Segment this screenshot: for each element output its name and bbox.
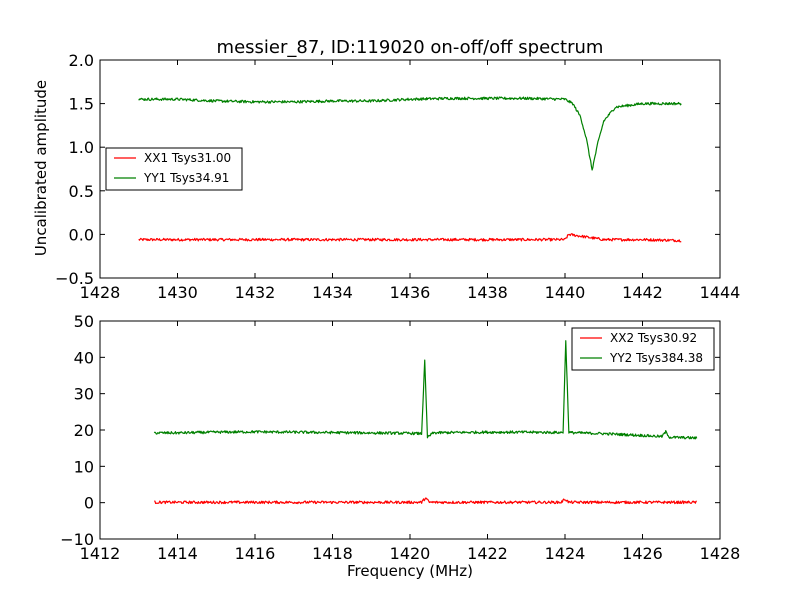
chart-1-xtick-label: 1426 <box>622 544 663 563</box>
chart-0-ytick-label: 1.0 <box>69 138 94 157</box>
chart-0-ytick-label: 1.5 <box>69 95 94 114</box>
chart-1-ytick-label: 30 <box>74 385 94 404</box>
chart-0-xtick-label: 1432 <box>235 283 276 302</box>
chart-1-legend: XX2 Tsys30.92 YY2 Tsys384.38 <box>571 327 715 371</box>
chart-1-ytick-label: 0 <box>84 494 94 513</box>
chart-0-xtick-label: 1428 <box>80 283 121 302</box>
chart-1-xtick-label: 1418 <box>312 544 353 563</box>
chart-0-xtick-label: 1430 <box>157 283 198 302</box>
chart-1-legend-box <box>571 327 715 371</box>
chart-1-series-group <box>153 340 698 505</box>
chart-1-xtick-label: 1422 <box>467 544 508 563</box>
chart-0-xtick-label: 1434 <box>312 283 353 302</box>
chart-1-ytick-label: 50 <box>74 312 94 331</box>
chart-0-legend-label-1: YY1 Tsys34.91 <box>143 171 229 185</box>
chart-0-ytick-label: 0.5 <box>69 182 94 201</box>
chart-0-xtick-label: 1440 <box>545 283 586 302</box>
chart-1-xtick-label: 1412 <box>80 544 121 563</box>
chart-0-xtick-label: 1444 <box>700 283 741 302</box>
chart-1-xtick-label: 1428 <box>700 544 741 563</box>
chart-1-xtick-label: 1424 <box>545 544 586 563</box>
chart-1-series-line-0 <box>154 497 697 505</box>
chart-0-series-line-1 <box>138 96 682 171</box>
chart-1-ytick-label: 40 <box>74 348 94 367</box>
chart-1-xtick-label: 1416 <box>235 544 276 563</box>
chart-0-legend-box <box>105 147 243 191</box>
chart-0-legend: XX1 Tsys31.00 YY1 Tsys34.91 <box>105 147 243 191</box>
bottom-plot-area: 1412 1414 1416 1418 1420 1422 1424 1426 1428 −10 0… <box>60 312 740 563</box>
top-plot-area: 1428 1430 1432 1434 1436 1438 1440 1442 1444 −0.5… <box>55 51 740 302</box>
chart-1-xtick-label: 1414 <box>157 544 198 563</box>
top-chart-title: messier_87, ID:119020 on-off/off spectru… <box>217 37 604 58</box>
chart-1-series-line-1 <box>153 340 698 440</box>
chart-0-ytick-label: 2.0 <box>69 51 94 70</box>
chart-0-series-line-0 <box>138 233 682 243</box>
chart-0-ytick-label: −0.5 <box>55 269 94 288</box>
chart-0-series-group <box>138 96 682 243</box>
bottom-chart-xlabel: Frequency (MHz) <box>347 562 473 580</box>
chart-1-xtick-label: 1420 <box>390 544 431 563</box>
chart-0-xtick-label: 1438 <box>467 283 508 302</box>
chart-1-legend-label-0: XX2 Tsys30.92 <box>610 331 697 345</box>
chart-0-legend-label-0: XX1 Tsys31.00 <box>144 151 231 165</box>
chart-1-legend-label-1: YY2 Tsys384.38 <box>609 351 703 365</box>
chart-1-ytick-label: −10 <box>60 530 94 549</box>
chart-0-xtick-label: 1442 <box>622 283 663 302</box>
chart-0-ytick-label: 0.0 <box>69 225 94 244</box>
top-chart-ylabel: Uncalibrated amplitude <box>32 80 50 256</box>
chart-0-xtick-label: 1436 <box>390 283 431 302</box>
chart-1-ytick-label: 20 <box>74 421 94 440</box>
chart-1-ytick-label: 10 <box>74 457 94 476</box>
